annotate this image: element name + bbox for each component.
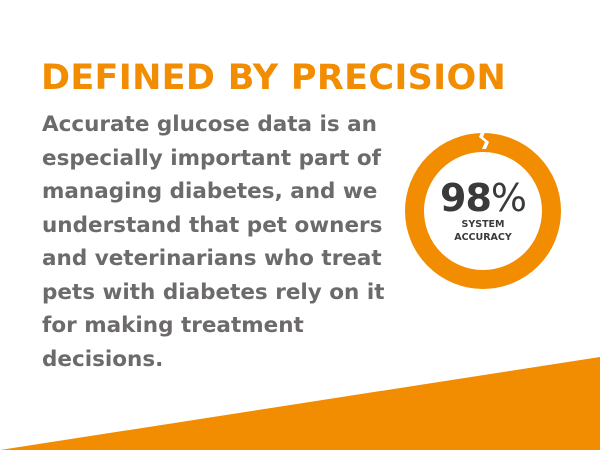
- description-line: for making treatment: [42, 313, 304, 338]
- accuracy-stat: 98% SYSTEM ACCURACY: [405, 178, 561, 244]
- accuracy-ring-icon: [405, 130, 561, 289]
- description-paragraph: Accurate glucose data is an especially i…: [42, 108, 402, 376]
- stat-unit: %: [490, 176, 527, 220]
- description-line: pets with diabetes rely on it: [42, 279, 385, 305]
- stat-number: 98: [440, 176, 492, 220]
- headline: DEFINED BY PRECISION: [41, 58, 507, 98]
- stat-label-line1: SYSTEM: [461, 219, 505, 230]
- description-line: managing diabetes, and we: [42, 179, 378, 204]
- stat-value: 98%: [405, 178, 561, 218]
- description-line: decisions.: [42, 346, 164, 372]
- description-line: understand that pet owners: [42, 212, 383, 238]
- stat-label-line2: ACCURACY: [454, 232, 512, 243]
- description-line: and veterinarians who treat: [42, 246, 382, 271]
- description-line: Accurate glucose data is an: [42, 112, 377, 137]
- description-line: especially important part of: [42, 145, 381, 171]
